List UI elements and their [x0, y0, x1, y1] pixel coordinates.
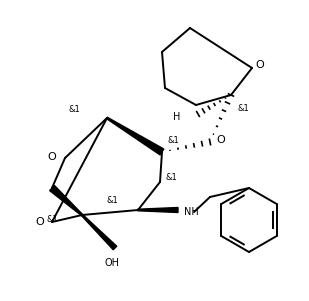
- Text: &1: &1: [166, 173, 178, 182]
- Text: &1: &1: [106, 196, 118, 205]
- Polygon shape: [107, 117, 164, 155]
- Polygon shape: [50, 185, 83, 216]
- Text: &1: &1: [168, 136, 180, 145]
- Text: O: O: [36, 217, 44, 227]
- Polygon shape: [82, 214, 117, 250]
- Text: H: H: [173, 112, 180, 122]
- Polygon shape: [138, 207, 178, 213]
- Text: O: O: [48, 152, 56, 162]
- Text: NH: NH: [184, 207, 199, 217]
- Text: &1: &1: [46, 215, 58, 224]
- Text: OH: OH: [104, 258, 120, 268]
- Text: &1: &1: [68, 105, 80, 114]
- Text: O: O: [255, 60, 264, 70]
- Text: &1: &1: [238, 104, 250, 113]
- Text: O: O: [216, 135, 225, 145]
